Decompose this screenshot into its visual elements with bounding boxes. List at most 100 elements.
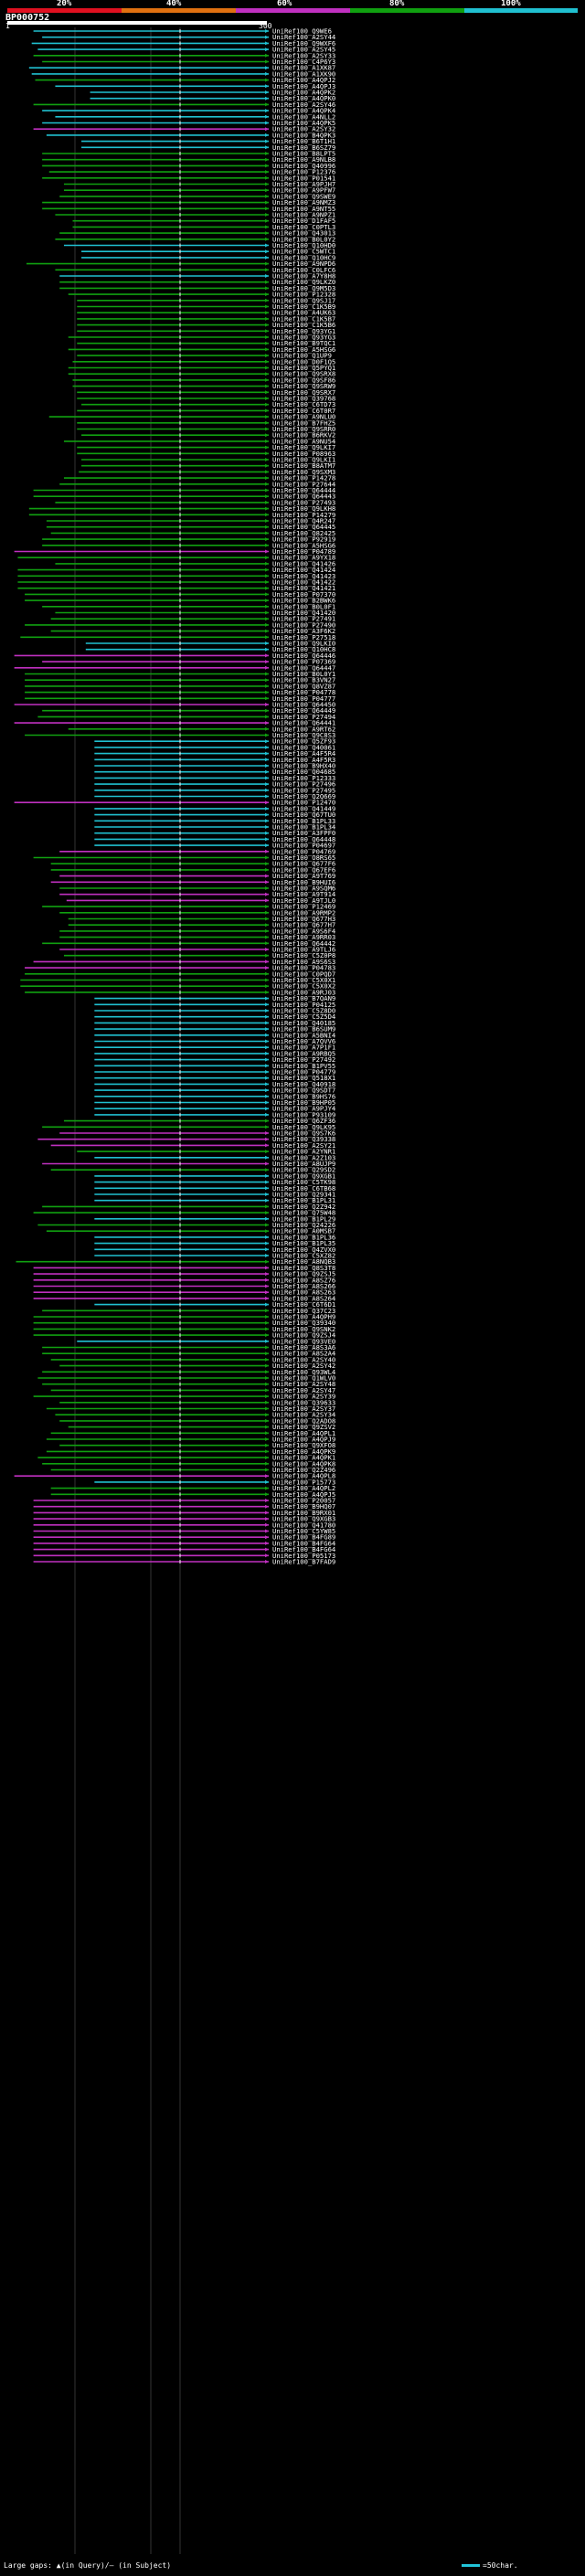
hit-label[interactable]: UniRef100_Q677F6 <box>272 860 335 868</box>
hit-label[interactable]: UniRef100_Q9S7K6 <box>272 1129 335 1138</box>
hit-label[interactable]: UniRef100_B6SUM9 <box>272 1025 335 1034</box>
hit-label[interactable]: UniRef100_B9HP05 <box>272 1098 335 1107</box>
hit-label[interactable]: UniRef100_Q9SRR0 <box>272 425 335 433</box>
hit-label[interactable]: UniRef100_P05173 <box>272 1552 335 1560</box>
hit-label[interactable]: UniRef100_A1XK87 <box>272 64 335 72</box>
hit-label[interactable]: UniRef100_P04769 <box>272 847 335 855</box>
hit-label[interactable]: UniRef100_Q9LKI7 <box>272 443 335 451</box>
hit-label[interactable]: UniRef100_Q67TU0 <box>272 811 335 819</box>
hit-label[interactable]: UniRef100_B9HS76 <box>272 1092 335 1100</box>
hit-label[interactable]: UniRef100_A1XK90 <box>272 69 335 78</box>
hit-label[interactable]: UniRef100_B4FG64 <box>272 1545 335 1553</box>
hit-label[interactable]: UniRef100_P27494 <box>272 713 335 721</box>
hit-label[interactable]: UniRef100_A9S6F4 <box>272 927 335 935</box>
hit-label[interactable]: UniRef100_C1K5B7 <box>272 314 335 323</box>
hit-label[interactable]: UniRef100_B8ATM7 <box>272 461 335 470</box>
hit-label[interactable]: UniRef100_A8S264 <box>272 1294 335 1302</box>
hit-label[interactable]: UniRef100_A4QPJ5 <box>272 1490 335 1499</box>
hit-label[interactable]: UniRef100_A4UK63 <box>272 309 335 317</box>
hit-label[interactable]: UniRef100_A7QVV6 <box>272 1037 335 1045</box>
hit-label[interactable]: UniRef100_B8LPT5 <box>272 150 335 158</box>
hit-label[interactable]: UniRef100_Q40061 <box>272 743 335 751</box>
hit-label[interactable]: UniRef100_B0L0Y2 <box>272 235 335 243</box>
hit-label[interactable]: UniRef100_P04777 <box>272 694 335 703</box>
hit-label[interactable]: UniRef100_Q64446 <box>272 652 335 660</box>
hit-label[interactable]: UniRef100_A4QPJ2 <box>272 76 335 84</box>
hit-label[interactable]: UniRef100_O8RS65 <box>272 853 335 862</box>
hit-label[interactable]: UniRef100_Q9SJ17 <box>272 296 335 304</box>
hit-label[interactable]: UniRef100_A3FPF0 <box>272 829 335 837</box>
hit-label[interactable]: UniRef100_Q41423 <box>272 572 335 580</box>
hit-label[interactable]: UniRef100_Q93YG1 <box>272 327 335 335</box>
hit-label[interactable]: UniRef100_A2SY37 <box>272 1405 335 1413</box>
hit-label[interactable]: UniRef100_B9TQC1 <box>272 339 335 347</box>
hit-label[interactable]: UniRef100_Q2ADO8 <box>272 1416 335 1425</box>
hit-label[interactable]: UniRef100_A5HSG6 <box>272 345 335 354</box>
hit-label[interactable]: UniRef100_C5Z0P8 <box>272 951 335 959</box>
hit-label[interactable]: UniRef100_C1K5B9 <box>272 302 335 311</box>
hit-label[interactable]: UniRef100_Q10HC8 <box>272 645 335 653</box>
hit-label[interactable]: UniRef100_Q2Z942 <box>272 1203 335 1211</box>
hit-label[interactable]: UniRef100_A8S3A6 <box>272 1343 335 1352</box>
hit-label[interactable]: UniRef100_Q9XFO8 <box>272 1441 335 1449</box>
hit-label[interactable]: UniRef100_C0PTL3 <box>272 223 335 231</box>
hit-label[interactable]: UniRef100_Q9M5D3 <box>272 284 335 292</box>
hit-label[interactable]: UniRef100_C5X0X1 <box>272 976 335 984</box>
hit-label[interactable]: UniRef100_Q9C8S3 <box>272 731 335 739</box>
hit-label[interactable]: UniRef100_P12376 <box>272 168 335 176</box>
hit-label[interactable]: UniRef100_A9T769 <box>272 872 335 880</box>
hit-label[interactable]: UniRef100_A4QPK2 <box>272 89 335 97</box>
hit-label[interactable]: UniRef100_P01541 <box>272 174 335 182</box>
hit-label[interactable]: UniRef100_B3VN27 <box>272 676 335 684</box>
hit-label[interactable]: UniRef100_Q39340 <box>272 1319 335 1327</box>
hit-label[interactable]: UniRef100_Q41422 <box>272 578 335 587</box>
hit-label[interactable]: UniRef100_Q9ZSJ5 <box>272 1270 335 1278</box>
hit-label[interactable]: UniRef100_Q64444 <box>272 486 335 494</box>
hit-label[interactable]: UniRef100_P14278 <box>272 474 335 482</box>
hit-label[interactable]: UniRef100_A9NLU0 <box>272 413 335 421</box>
hit-label[interactable]: UniRef100_Q64443 <box>272 493 335 501</box>
hit-label[interactable]: UniRef100_B7QAN9 <box>272 994 335 1002</box>
hit-label[interactable]: UniRef100_A4QPK1 <box>272 1454 335 1462</box>
hit-label[interactable]: UniRef100_Q9SRW9 <box>272 382 335 390</box>
hit-label[interactable]: UniRef100_Q9SRX8 <box>272 370 335 378</box>
hit-label[interactable]: UniRef100_P04779 <box>272 1068 335 1076</box>
hit-label[interactable]: UniRef100_Q64445 <box>272 523 335 531</box>
hit-label[interactable]: UniRef100_B0L0F1 <box>272 602 335 610</box>
hit-label[interactable]: UniRef100_Q41424 <box>272 566 335 574</box>
hit-label[interactable]: UniRef100_B4QPK3 <box>272 131 335 139</box>
hit-label[interactable]: UniRef100_B6RKV2 <box>272 431 335 440</box>
hit-label[interactable]: UniRef100_Q39338 <box>272 1135 335 1143</box>
hit-label[interactable]: UniRef100_P20057 <box>272 1497 335 1505</box>
hit-label[interactable]: UniRef100_A5BNI4 <box>272 1031 335 1039</box>
hit-label[interactable]: UniRef100_A9TJL0 <box>272 896 335 905</box>
hit-label[interactable]: UniRef100_C0PQD7 <box>272 970 335 978</box>
hit-label[interactable]: UniRef100_A4QPK0 <box>272 94 335 102</box>
hit-label[interactable]: UniRef100_Q43013 <box>272 229 335 238</box>
hit-label[interactable]: UniRef100_Q41426 <box>272 559 335 567</box>
hit-label[interactable]: UniRef100_P04783 <box>272 964 335 972</box>
hit-label[interactable]: UniRef100_Q40918 <box>272 1080 335 1088</box>
hit-label[interactable]: UniRef100_C5Z8D0 <box>272 1007 335 1015</box>
hit-label[interactable]: UniRef100_B6T1H1 <box>272 137 335 145</box>
hit-label[interactable]: UniRef100_Q9LK95 <box>272 1123 335 1131</box>
hit-label[interactable]: UniRef100_C5YW85 <box>272 1527 335 1535</box>
hit-label[interactable]: UniRef100_Q75W48 <box>272 1209 335 1217</box>
hit-label[interactable]: UniRef100_P27492 <box>272 1055 335 1064</box>
hit-label[interactable]: UniRef100_C5X0X2 <box>272 982 335 991</box>
hit-label[interactable]: UniRef100_A9YX18 <box>272 554 335 562</box>
hit-label[interactable]: UniRef100_Q41421 <box>272 584 335 592</box>
hit-label[interactable]: UniRef100_A8NQB3 <box>272 1257 335 1266</box>
hit-label[interactable]: UniRef100_A4QPK4 <box>272 107 335 115</box>
hit-label[interactable]: UniRef100_A0MSB7 <box>272 1227 335 1235</box>
hit-label[interactable]: UniRef100_Q39633 <box>272 1398 335 1406</box>
hit-label[interactable]: UniRef100_B6SZ79 <box>272 143 335 152</box>
hit-label[interactable]: UniRef100_C5TK98 <box>272 1178 335 1186</box>
hit-label[interactable]: UniRef100_Q1WLV0 <box>272 1374 335 1383</box>
hit-label[interactable]: UniRef100_Q40996 <box>272 162 335 170</box>
hit-label[interactable]: UniRef100_P93109 <box>272 1110 335 1118</box>
hit-label[interactable]: UniRef100_A8S263 <box>272 1288 335 1297</box>
hit-label[interactable]: UniRef100_Q64448 <box>272 835 335 843</box>
hit-label[interactable]: UniRef100_Q9SXM3 <box>272 468 335 476</box>
hit-label[interactable]: UniRef100_A2Z103 <box>272 1153 335 1161</box>
